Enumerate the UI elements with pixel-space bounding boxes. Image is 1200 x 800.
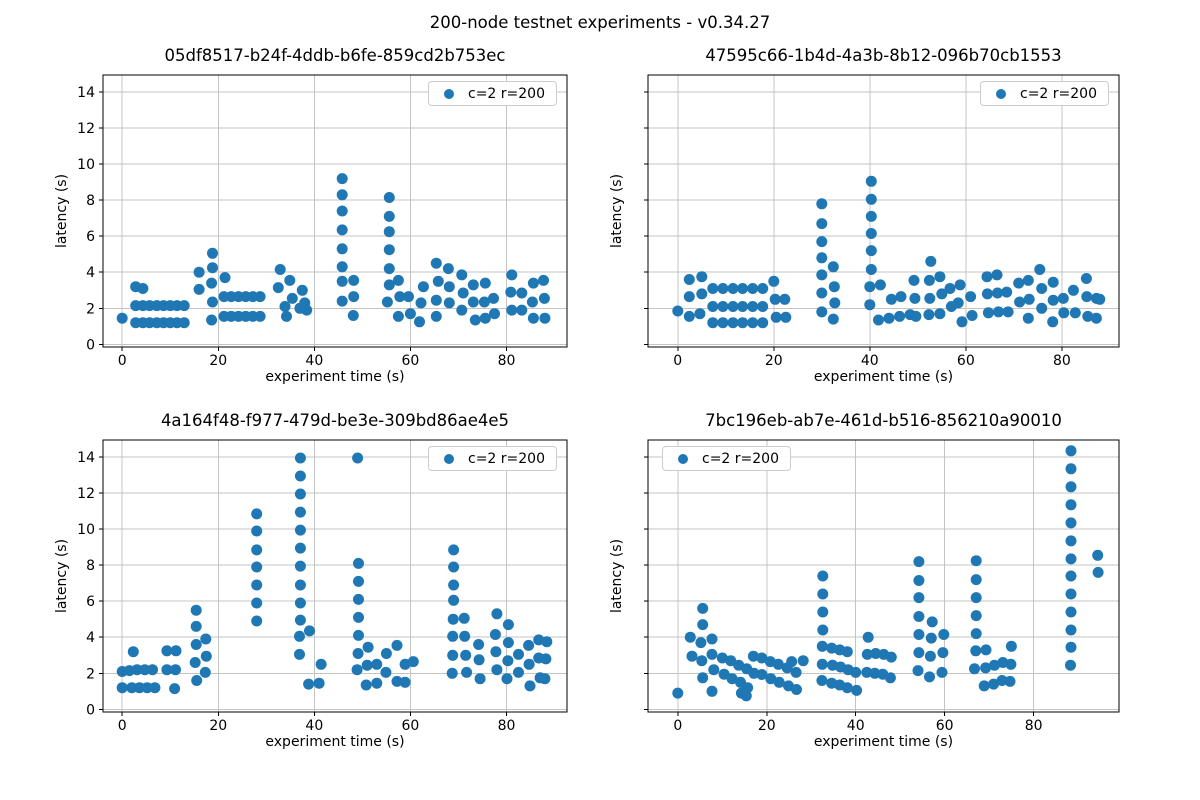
subplot-title: 7bc196eb-ab7e-461d-b516-856210a90010 <box>705 411 1062 430</box>
scatter-canvas: 0 20 40 60 80 0 2 4 6 8 10 12 14 <box>77 439 568 734</box>
svg-text:40: 40 <box>305 353 323 369</box>
scatter-canvas: 0 20 40 60 80 0 2 4 6 8 10 12 14 <box>77 74 568 369</box>
svg-text:2: 2 <box>86 301 95 317</box>
svg-text:80: 80 <box>1025 718 1043 734</box>
legend: c=2 r=200 <box>980 81 1109 106</box>
svg-text:20: 20 <box>758 718 776 734</box>
svg-text:0: 0 <box>673 353 682 369</box>
legend: c=2 r=200 <box>662 446 791 471</box>
svg-text:40: 40 <box>861 353 879 369</box>
plot-area: 0 20 40 60 80 0 2 4 6 8 10 12 14 c=2 r=200 <box>77 74 568 369</box>
svg-text:80: 80 <box>498 718 516 734</box>
x-axis-label: experiment time (s) <box>265 734 405 750</box>
svg-text:12: 12 <box>77 486 95 502</box>
legend-label: c=2 r=200 <box>468 85 545 102</box>
svg-text:14: 14 <box>77 450 95 466</box>
svg-text:40: 40 <box>847 718 865 734</box>
legend-label: c=2 r=200 <box>1020 85 1097 102</box>
svg-text:20: 20 <box>209 353 227 369</box>
svg-text:6: 6 <box>86 229 95 245</box>
svg-text:4: 4 <box>86 265 95 281</box>
svg-text:4: 4 <box>86 630 95 646</box>
svg-text:60: 60 <box>401 353 419 369</box>
legend-marker-icon <box>678 453 688 464</box>
svg-text:8: 8 <box>86 558 95 574</box>
svg-text:0: 0 <box>86 337 95 353</box>
legend-label: c=2 r=200 <box>702 450 779 467</box>
svg-text:60: 60 <box>401 718 419 734</box>
svg-text:14: 14 <box>77 85 95 101</box>
legend-label: c=2 r=200 <box>468 450 545 467</box>
svg-text:0: 0 <box>118 718 127 734</box>
legend-marker-icon <box>996 88 1006 99</box>
plot-area: 0 20 40 60 80 c=2 r=200 <box>644 74 1120 369</box>
svg-text:60: 60 <box>957 353 975 369</box>
svg-text:12: 12 <box>77 121 95 137</box>
legend: c=2 r=200 <box>428 446 557 471</box>
x-axis-label: experiment time (s) <box>265 369 405 385</box>
x-axis-label: experiment time (s) <box>813 734 954 750</box>
svg-text:2: 2 <box>86 666 95 682</box>
subplot-title: 05df8517-b24f-4ddb-b6fe-859cd2b753ec <box>164 46 506 65</box>
subplot-title: 47595c66-1b4d-4a3b-8b12-096b70cb1553 <box>705 46 1062 65</box>
svg-text:60: 60 <box>936 718 954 734</box>
svg-text:10: 10 <box>77 157 95 173</box>
svg-text:40: 40 <box>305 718 323 734</box>
legend: c=2 r=200 <box>428 81 557 106</box>
scatter-canvas: 0 20 40 60 80 <box>644 74 1120 369</box>
legend-marker-icon <box>444 453 454 464</box>
legend-marker-icon <box>444 88 454 99</box>
plot-area: 0 20 40 60 80 c=2 r=200 <box>644 439 1120 734</box>
svg-text:20: 20 <box>765 353 783 369</box>
svg-text:0: 0 <box>673 718 682 734</box>
scatter-canvas: 0 20 40 60 80 <box>644 439 1120 734</box>
svg-text:0: 0 <box>118 353 127 369</box>
plot-area: 0 20 40 60 80 0 2 4 6 8 10 12 14 c=2 r=200 <box>77 439 568 734</box>
figure-title: 200-node testnet experiments - v0.34.27 <box>429 13 771 32</box>
svg-text:80: 80 <box>1053 353 1071 369</box>
svg-text:20: 20 <box>209 718 227 734</box>
svg-text:6: 6 <box>86 594 95 610</box>
subplot-title: 4a164f48-f977-479d-be3e-309bd86ae4e5 <box>160 411 510 430</box>
x-axis-label: experiment time (s) <box>813 369 954 385</box>
svg-text:10: 10 <box>77 522 95 538</box>
svg-text:80: 80 <box>498 353 516 369</box>
svg-text:8: 8 <box>86 193 95 209</box>
svg-text:0: 0 <box>86 702 95 718</box>
